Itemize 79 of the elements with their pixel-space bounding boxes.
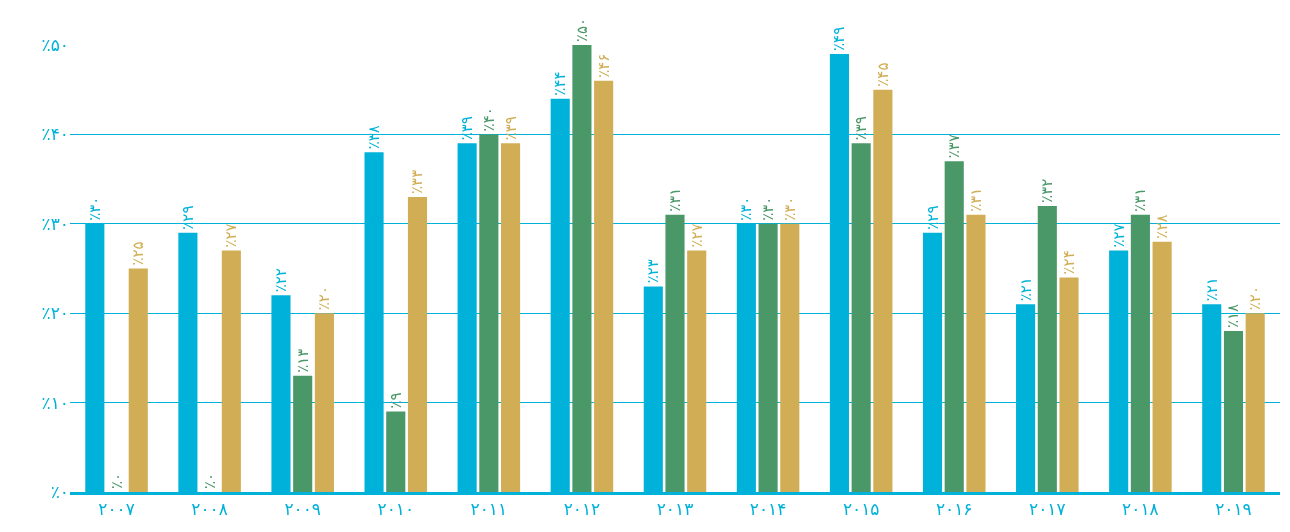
bar: [128, 268, 148, 492]
data-label: ٪۳۰: [85, 196, 104, 221]
bar: [1059, 277, 1079, 492]
x-tick-label: ۲۰۱۴: [749, 499, 787, 520]
data-label: ٪۴۰: [479, 107, 498, 132]
data-label: ٪۲۸: [1153, 214, 1172, 239]
x-tick-label: ۲۰۱۱: [470, 499, 508, 520]
bar: [780, 223, 800, 492]
y-tick-label: ٪۵۰: [41, 34, 69, 55]
data-label: ٪۳۱: [666, 187, 684, 212]
x-tick-label: ۲۰۱۲: [563, 499, 601, 520]
x-tick-label: ۲۰۱۷: [1029, 499, 1066, 520]
data-label: ٪۵۰: [572, 17, 591, 42]
bar: [386, 411, 406, 492]
data-label: ٪۳۰: [780, 196, 799, 221]
x-tick-label: ۲۰۱۰: [377, 499, 415, 520]
x-tick-label: ۲۰۱۹: [1215, 499, 1252, 520]
x-tick-label: ۲۰۱۸: [1122, 499, 1159, 520]
data-label: ٪۲۷: [687, 223, 706, 248]
data-label: ٪۳۱: [1131, 187, 1150, 212]
data-label: ٪۳۷: [945, 134, 964, 159]
data-label: ٪۰: [200, 472, 219, 489]
bar: [1152, 241, 1172, 492]
data-label: ٪۳۲: [1038, 178, 1057, 203]
bar: [1130, 214, 1150, 492]
data-label: ٪۲۰: [315, 286, 334, 311]
data-label: ٪۴۶: [594, 53, 613, 78]
data-label: ٪۲۴: [1060, 250, 1079, 275]
bar: [944, 161, 964, 492]
bar: [851, 143, 871, 492]
data-label: ٪۳۰: [737, 196, 756, 221]
data-label: ٪۳۰: [759, 196, 778, 221]
data-label: ٪۳۱: [966, 187, 985, 212]
bar: [572, 45, 592, 492]
bar: [594, 80, 614, 492]
data-label: ٪۴۹: [830, 26, 849, 51]
x-tick-label: ۲۰۱۶: [935, 499, 973, 520]
data-label: ٪۰: [107, 472, 126, 489]
data-label: ٪۴۵: [873, 62, 892, 87]
bar: [314, 313, 334, 492]
y-tick-label: ٪۰: [50, 481, 69, 502]
data-label: ٪۴۴: [551, 71, 570, 96]
x-tick-label: ۲۰۰۹: [284, 499, 321, 520]
data-label: ٪۱۳: [293, 348, 312, 373]
bar: [966, 214, 986, 492]
y-tick-label: ٪۲۰: [41, 303, 69, 324]
data-label: ٪۳۳: [408, 169, 427, 194]
y-tick-label: ٪۴۰: [41, 124, 69, 145]
y-tick-label: ٪۱۰: [41, 392, 69, 413]
bar: [293, 375, 313, 492]
data-label: ٪۳۹: [501, 116, 520, 141]
data-label: ٪۲۱: [1016, 277, 1035, 302]
data-label: ٪۲۷: [1109, 223, 1128, 248]
data-label: ٪۲۲: [271, 268, 290, 293]
bar: [1223, 331, 1244, 492]
bar: [501, 143, 521, 492]
bar: [1037, 205, 1057, 492]
data-label: ٪۹: [386, 392, 405, 409]
data-label: ٪۱۸: [1224, 303, 1243, 329]
x-tick-label: ۲۰۱۳: [656, 499, 694, 520]
data-label: ٪۳۹: [458, 116, 477, 141]
data-label: ٪۲۵: [129, 241, 148, 266]
bar: [873, 89, 893, 492]
bar: [687, 250, 707, 492]
y-tick-label: ٪۳۰: [41, 213, 69, 234]
x-tick-label: ۲۰۰۷: [98, 499, 135, 520]
x-tick-label: ۲۰۱۵: [842, 499, 880, 520]
bar: [479, 134, 499, 492]
bar: [407, 196, 428, 492]
data-label: ٪۳۹: [852, 116, 871, 141]
bar: [758, 223, 778, 492]
bar: [1245, 313, 1265, 492]
bar: [665, 214, 685, 492]
bar: [221, 250, 241, 492]
data-label: ٪۲۷: [222, 223, 241, 248]
data-label: ٪۲۰: [1246, 286, 1265, 311]
data-label: ٪۲۱: [1202, 277, 1221, 302]
x-tick-label: ۲۰۰۸: [191, 499, 228, 520]
data-label: ٪۲۳: [644, 259, 663, 284]
